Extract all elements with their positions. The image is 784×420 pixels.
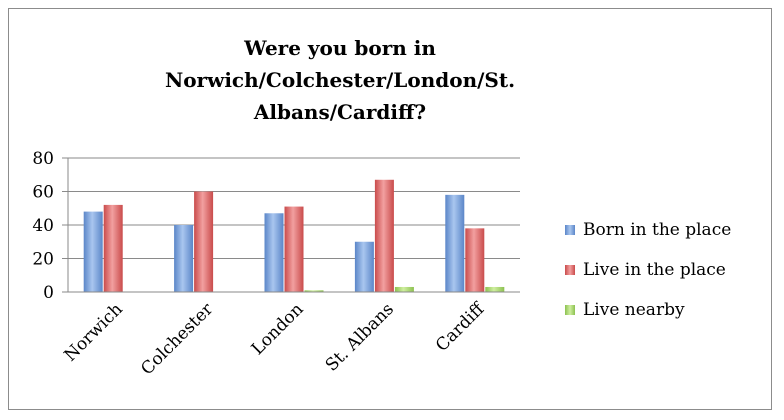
bar-cardiff-series-1 — [465, 228, 485, 292]
bar-st-albans-series-2 — [394, 286, 414, 292]
legend-item-live: Live in the place — [565, 260, 731, 280]
y-tick-label-60: 60 — [32, 183, 54, 203]
bar-st-albans-series-1 — [374, 179, 394, 292]
bar-norwich-series-0 — [83, 211, 103, 292]
chart-legend: Born in the place Live in the place Live… — [565, 220, 731, 340]
chart-title-line-3: Albans/Cardiff? — [253, 100, 427, 124]
legend-swatch-born — [565, 225, 575, 235]
legend-swatch-nearby — [565, 305, 575, 315]
x-tick-label-colchester: Colchester — [137, 299, 217, 379]
chart-title: Were you born in Norwich/Colchester/Lond… — [140, 32, 540, 128]
x-tick-label-london: London — [248, 299, 308, 359]
bar-colchester-series-0 — [174, 225, 194, 292]
chart-title-line-1: Were you born in — [244, 36, 436, 60]
bar-st-albans-series-0 — [354, 241, 374, 292]
bar-cardiff-series-0 — [445, 194, 465, 292]
bar-cardiff-series-2 — [485, 286, 505, 292]
bar-colchester-series-1 — [194, 191, 214, 292]
legend-item-born: Born in the place — [565, 220, 731, 240]
bar-london-series-0 — [264, 213, 284, 292]
x-tick-label-cardiff: Cardiff — [432, 298, 490, 356]
y-tick-label-20: 20 — [32, 250, 54, 270]
legend-label-nearby: Live nearby — [583, 300, 685, 320]
y-tick-label-40: 40 — [32, 216, 54, 236]
legend-label-born: Born in the place — [583, 220, 732, 240]
bar-london-series-1 — [284, 206, 304, 292]
bar-london-series-2 — [304, 290, 324, 292]
bar-norwich-series-1 — [103, 204, 123, 292]
x-tick-label-norwich: Norwich — [60, 299, 126, 365]
x-tick-label-st-albans: St. Albans — [322, 299, 398, 375]
y-tick-label-0: 0 — [43, 283, 54, 303]
legend-swatch-live — [565, 265, 575, 275]
chart-title-line-2: Norwich/Colchester/London/St. — [164, 68, 516, 92]
y-tick-label-80: 80 — [32, 149, 54, 169]
legend-item-nearby: Live nearby — [565, 300, 731, 320]
legend-label-live: Live in the place — [583, 260, 726, 280]
